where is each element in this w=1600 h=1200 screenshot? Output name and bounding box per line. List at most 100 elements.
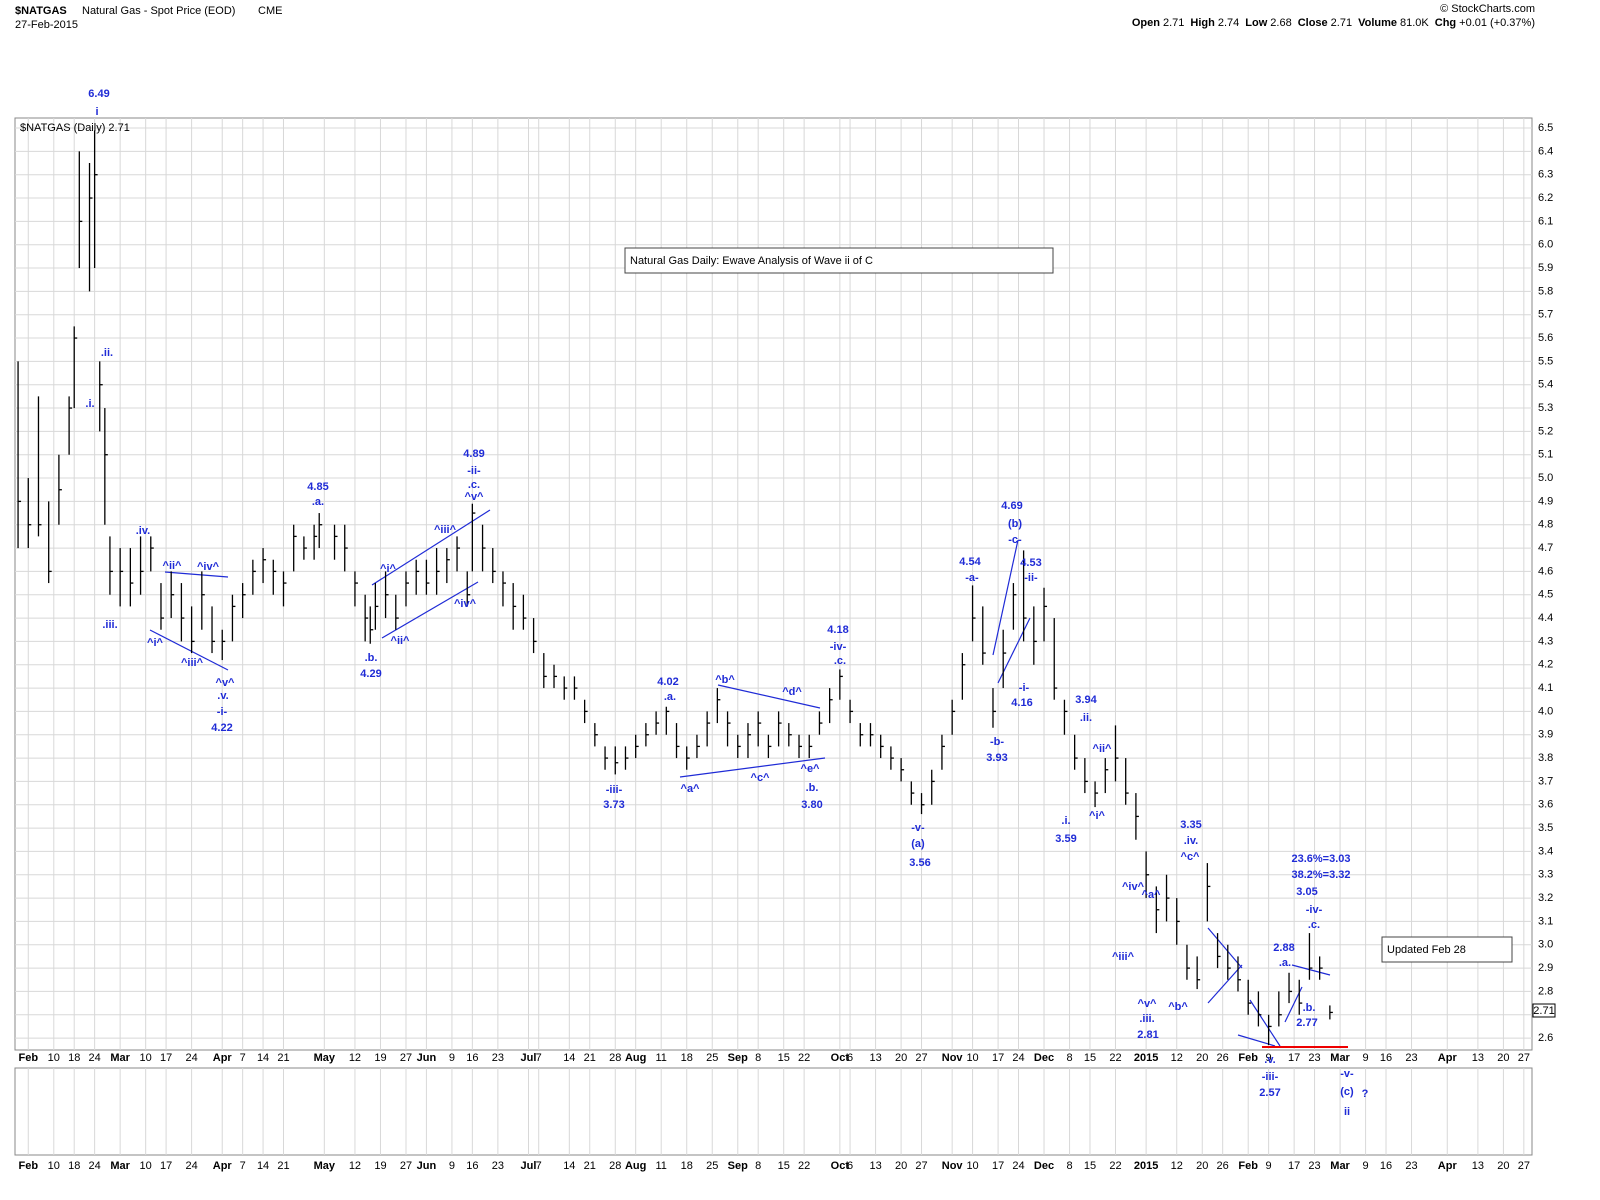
quote-label: Close <box>1298 17 1328 29</box>
y-tick-label: 3.5 <box>1538 822 1553 834</box>
wave-label: -iii- <box>606 784 623 796</box>
quote-value: +0.01 (+0.37%) <box>1459 17 1535 29</box>
quote: Open 2.71 High 2.74 Low 2.68 Close 2.71 Volume 81… <box>1132 17 1535 29</box>
x-tick-label: 16 <box>1380 1160 1392 1172</box>
x-tick-label: 9 <box>1266 1052 1272 1064</box>
x-tick-label: 2015 <box>1134 1160 1158 1172</box>
x-tick-label: 22 <box>798 1052 810 1064</box>
wave-label: 3.94 <box>1075 694 1097 706</box>
wave-label: -iv- <box>1306 904 1323 916</box>
wave-label: 2.88 <box>1273 942 1294 954</box>
wave-label: .i. <box>1061 815 1070 827</box>
wave-label: 3.73 <box>603 799 624 811</box>
x-tick-label: 9 <box>449 1160 455 1172</box>
x-tick-label: Nov <box>942 1160 964 1172</box>
wave-label: ^v^ <box>465 491 485 503</box>
wave-label: 3.93 <box>986 752 1007 764</box>
quote-label: Chg <box>1435 17 1456 29</box>
x-tick-label: 18 <box>68 1160 80 1172</box>
x-tick-label: 7 <box>536 1160 542 1172</box>
trendline <box>1207 927 1243 969</box>
wave-label: i <box>95 106 98 118</box>
quote-value: 2.71 <box>1163 17 1184 29</box>
wave-label: ^c^ <box>751 772 771 784</box>
wave-label: -iii- <box>1262 1071 1279 1083</box>
x-tick-label: 17 <box>160 1160 172 1172</box>
y-tick-label: 3.7 <box>1538 775 1553 787</box>
wave-label: 2.77 <box>1296 1017 1317 1029</box>
legend: $NATGAS (Daily) 2.71 <box>20 122 130 134</box>
copyright: © StockCharts.com <box>1440 3 1535 15</box>
wave-label: ^b^ <box>1168 1001 1188 1013</box>
y-tick-label: 3.1 <box>1538 915 1553 927</box>
x-tick-label: Feb <box>18 1160 38 1172</box>
x-tick-label: 20 <box>1196 1052 1208 1064</box>
x-tick-label: 24 <box>185 1052 197 1064</box>
wave-label: .b. <box>806 782 819 794</box>
x-tick-label: 23 <box>492 1052 504 1064</box>
price-panel <box>14 117 1533 1051</box>
wave-label: ^iii^ <box>181 657 204 669</box>
x-tick-label: Apr <box>1438 1160 1458 1172</box>
price-bars <box>17 130 1333 1046</box>
wave-label: .a. <box>1279 957 1291 969</box>
y-tick-label: 4.0 <box>1538 705 1553 717</box>
wave-label: ^ii^ <box>1093 743 1113 755</box>
x-tick-label: 16 <box>466 1160 478 1172</box>
y-tick-label: 3.2 <box>1538 892 1553 904</box>
wave-label: .ii. <box>1080 712 1092 724</box>
wave-label: (b) <box>1008 518 1022 530</box>
x-tick-label: 24 <box>1012 1160 1024 1172</box>
wave-label: -b- <box>990 736 1004 748</box>
wave-label: ^c^ <box>1181 851 1201 863</box>
x-tick-label: 26 <box>1217 1160 1229 1172</box>
x-tick-label: 17 <box>1288 1160 1300 1172</box>
trendline <box>679 757 826 778</box>
x-tick-label: 24 <box>185 1160 197 1172</box>
wave-label: ^iv^ <box>454 598 477 610</box>
wave-label: .ii. <box>101 347 113 359</box>
wave-label: ^i^ <box>147 637 163 649</box>
wave-label: ^i^ <box>1089 810 1105 822</box>
x-tick-label: 20 <box>895 1160 907 1172</box>
x-tick-label: Mar <box>110 1052 130 1064</box>
x-tick-label: 20 <box>895 1052 907 1064</box>
x-tick-label: 16 <box>1380 1052 1392 1064</box>
wave-label: 4.22 <box>211 722 232 734</box>
y-tick-label: 4.4 <box>1538 612 1553 624</box>
wave-label: .b. <box>1303 1002 1316 1014</box>
x-tick-label: 22 <box>1109 1160 1121 1172</box>
x-tick-label: 28 <box>609 1052 621 1064</box>
wave-label: .i. <box>85 398 94 410</box>
quote-value: 2.71 <box>1331 17 1352 29</box>
wave-label: ^e^ <box>801 763 821 775</box>
y-tick-label: 5.5 <box>1538 355 1553 367</box>
wave-label: 3.59 <box>1055 833 1076 845</box>
last-price: 2.71 <box>1533 1005 1554 1017</box>
y-tick-label: 3.9 <box>1538 729 1553 741</box>
wave-label: (c) <box>1340 1086 1354 1098</box>
x-tick-label: 27 <box>1518 1052 1530 1064</box>
annotations: 6.49 i .ii. .i. .iv. .iii. ^i^ ^ii^ ^iii^ ^iv^ ^v^… <box>85 88 1368 1118</box>
x-tick-label: 23 <box>1405 1052 1417 1064</box>
trendline <box>164 571 229 578</box>
x-tick-label: Dec <box>1034 1160 1054 1172</box>
x-tick-label: 16 <box>466 1052 478 1064</box>
y-tick-label: 4.3 <box>1538 635 1553 647</box>
x-tick-label: 2015 <box>1134 1052 1158 1064</box>
x-tick-label: 18 <box>681 1052 693 1064</box>
x-tick-label: 18 <box>681 1160 693 1172</box>
x-tick-label: 10 <box>140 1160 152 1172</box>
x-tick-label: Feb <box>1238 1160 1258 1172</box>
trendline <box>149 629 229 671</box>
trendline <box>1207 964 1243 1004</box>
y-tick-label: 6.0 <box>1538 239 1553 251</box>
wave-label: ^b^ <box>715 674 735 686</box>
x-tick-label: Apr <box>1438 1052 1458 1064</box>
x-tick-label: 11 <box>655 1052 666 1064</box>
quote-label: High <box>1190 17 1215 29</box>
wave-label: .v. <box>217 690 228 702</box>
x-tick-label: 20 <box>1497 1052 1509 1064</box>
